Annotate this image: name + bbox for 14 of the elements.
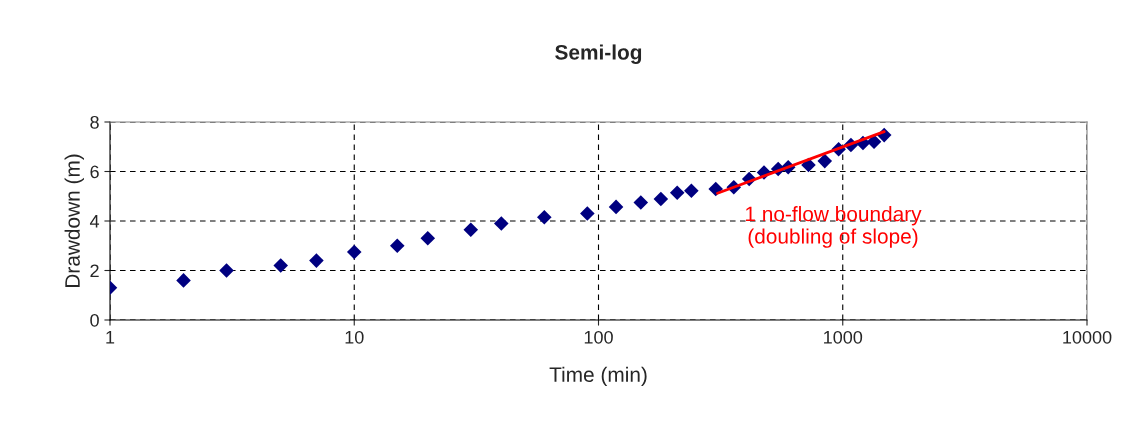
y-tick-label: 0 xyxy=(90,313,99,327)
x-axis-title: Time (min) xyxy=(549,366,647,387)
x-tick-label: 1 xyxy=(106,331,115,344)
x-tick-label: 100 xyxy=(584,330,613,344)
chart-title: Semi-log xyxy=(555,44,642,64)
y-tick-label: 8 xyxy=(90,115,99,129)
x-tick-label: 10000 xyxy=(1063,330,1112,344)
x-tick-label: 1000 xyxy=(824,330,863,344)
annotation: 1 no-flow boundary (doubling of slope) xyxy=(745,206,922,248)
y-tick-label: 6 xyxy=(90,165,99,179)
y-tick-label: 2 xyxy=(90,264,99,278)
y-axis-title: Drawdown (m) xyxy=(64,154,84,288)
y-tick-label: 4 xyxy=(89,215,100,228)
x-tick-label: 10 xyxy=(345,330,364,344)
